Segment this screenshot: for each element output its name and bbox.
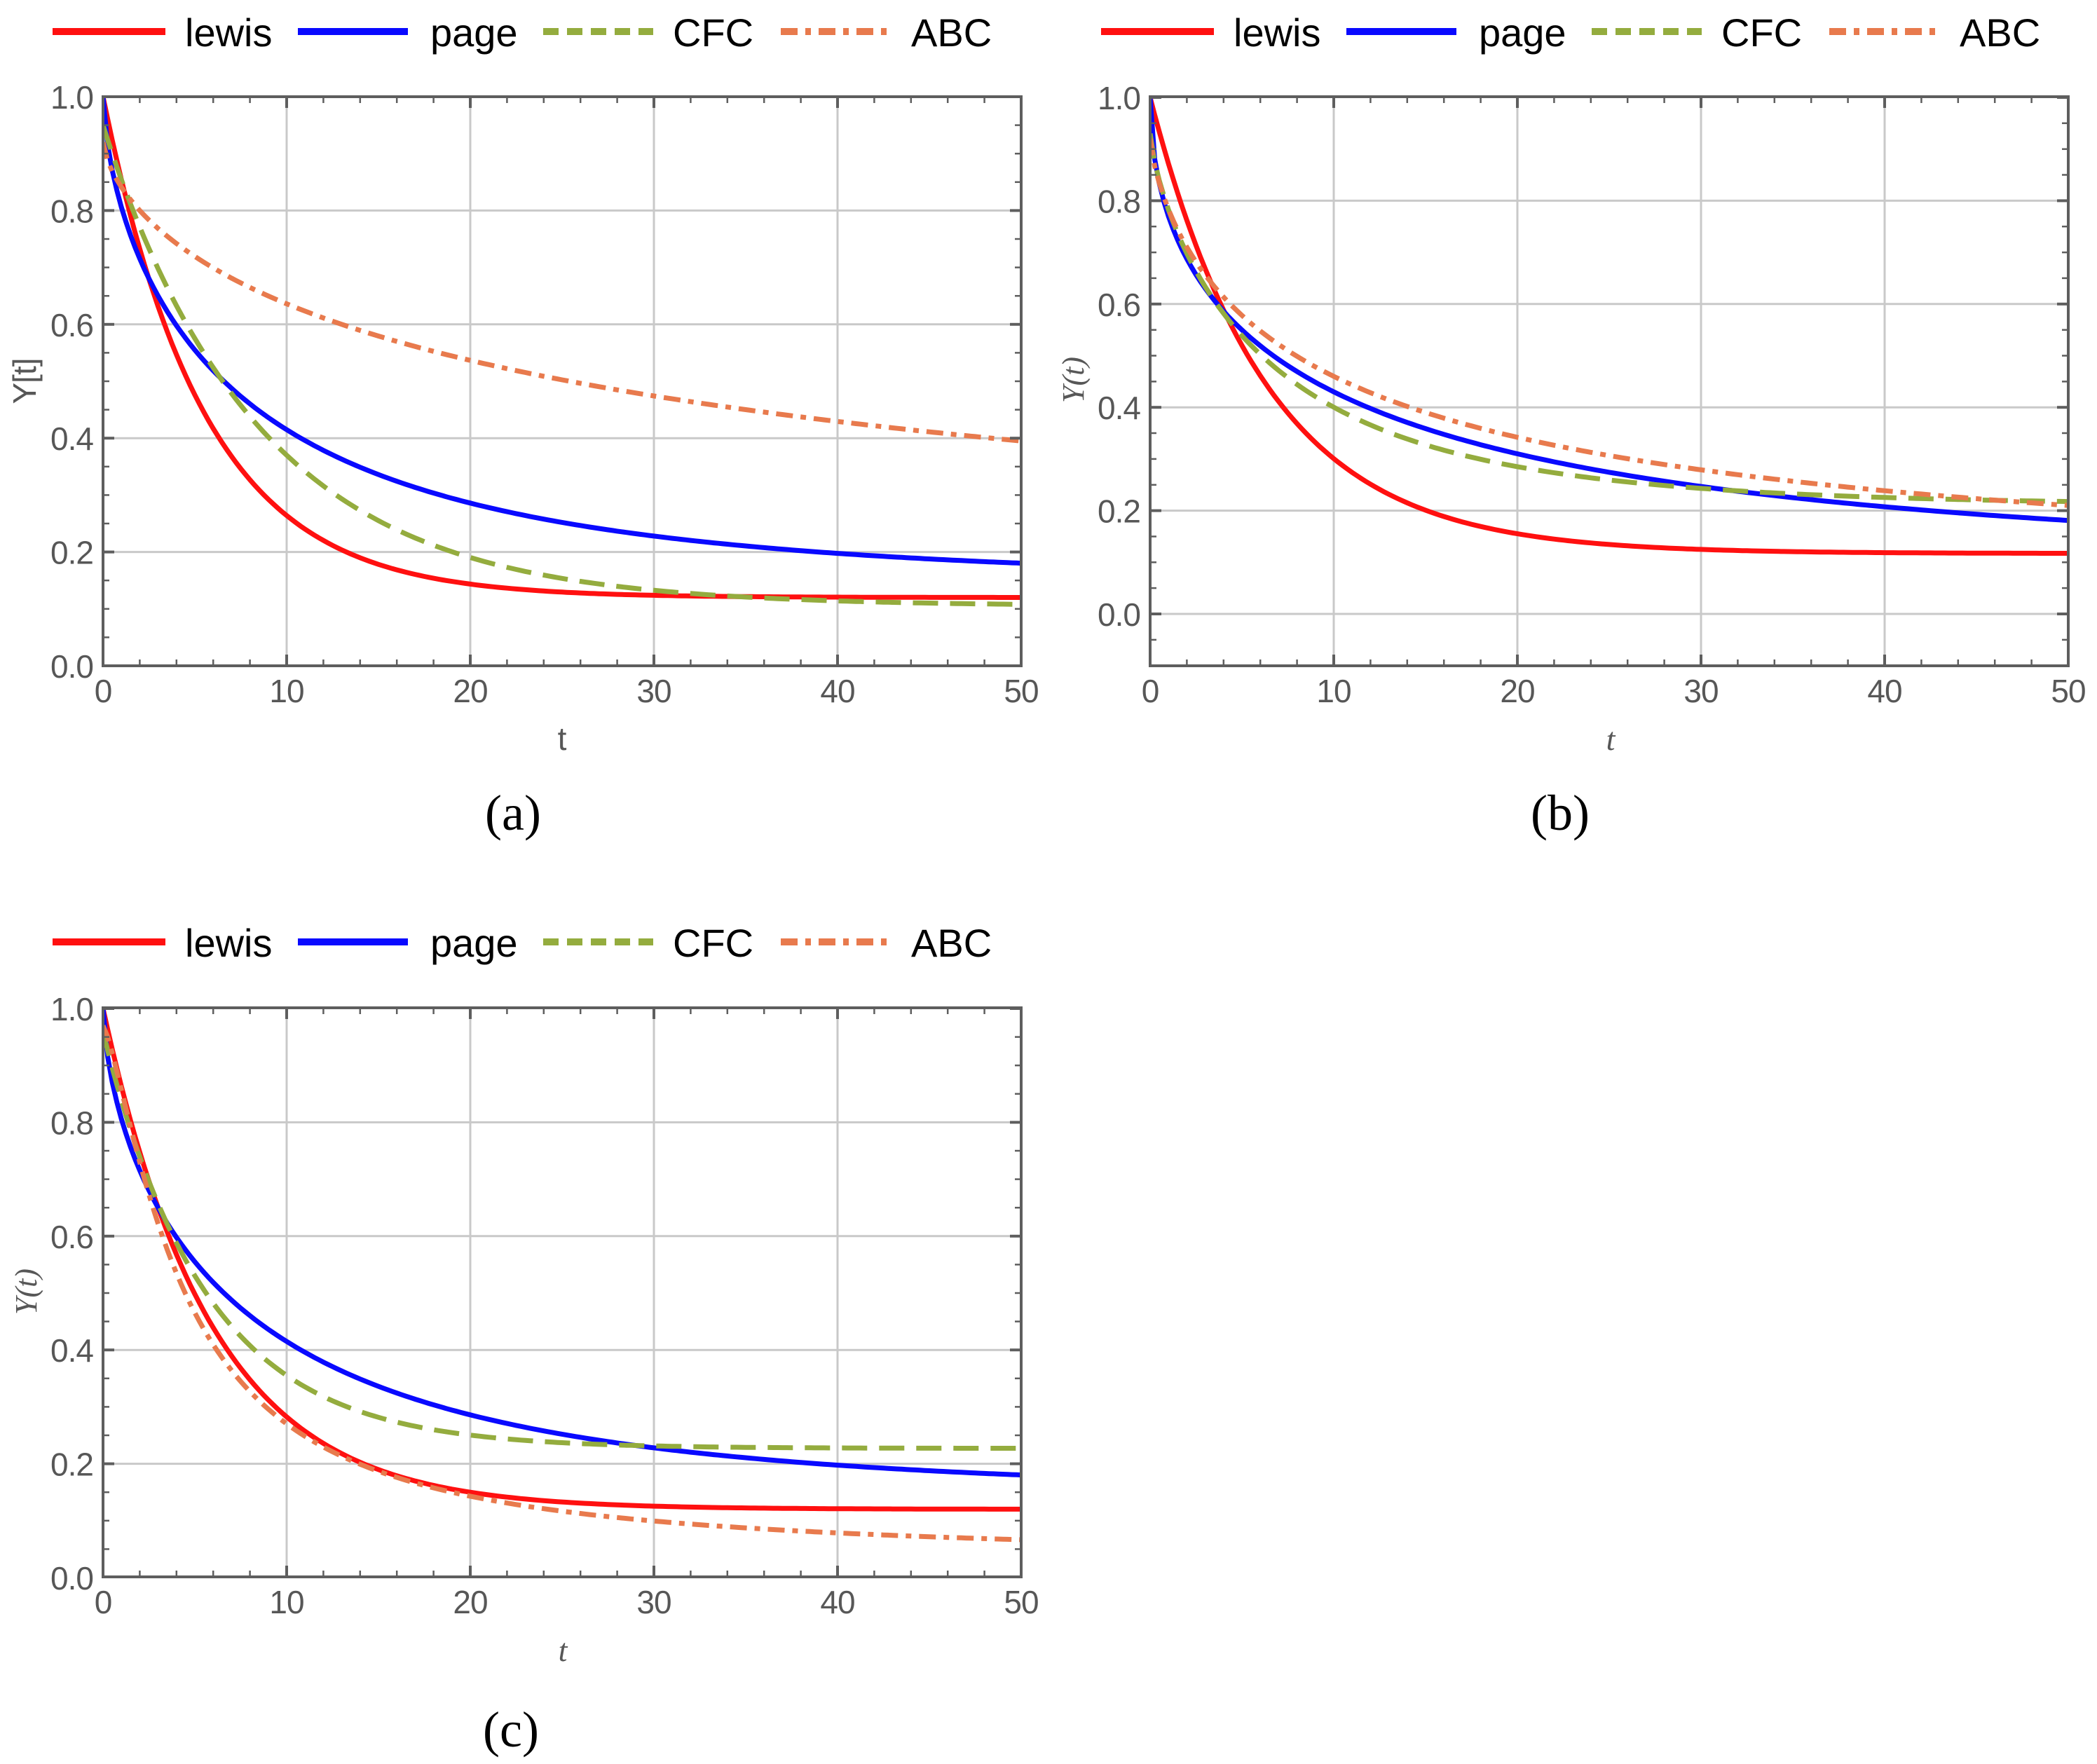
svg-text:(b): (b)	[1531, 785, 1590, 841]
svg-text:lewis: lewis	[185, 11, 272, 55]
svg-text:1.0: 1.0	[1098, 80, 1140, 116]
svg-text:CFC: CFC	[673, 11, 753, 55]
svg-text:0.0: 0.0	[50, 1560, 93, 1597]
svg-text:0.6: 0.6	[50, 307, 93, 343]
svg-text:Y(t): Y(t)	[9, 1269, 43, 1315]
svg-text:Y(t): Y(t)	[1056, 357, 1091, 403]
svg-text:20: 20	[453, 673, 487, 709]
svg-text:30: 30	[636, 673, 671, 709]
svg-text:ABC: ABC	[1960, 11, 2040, 55]
svg-text:0.2: 0.2	[1098, 493, 1140, 530]
svg-text:0.2: 0.2	[50, 535, 93, 571]
svg-text:50: 50	[1004, 673, 1038, 709]
svg-text:0.8: 0.8	[50, 1105, 93, 1141]
svg-text:(c): (c)	[483, 1702, 539, 1758]
svg-text:10: 10	[1316, 673, 1351, 709]
svg-text:50: 50	[2051, 673, 2085, 709]
svg-text:0.2: 0.2	[50, 1447, 93, 1483]
svg-text:40: 40	[820, 673, 854, 709]
svg-text:0: 0	[1142, 673, 1159, 709]
svg-text:30: 30	[1683, 673, 1718, 709]
svg-text:0.8: 0.8	[1098, 183, 1140, 219]
svg-text:1.0: 1.0	[50, 991, 93, 1027]
svg-text:lewis: lewis	[185, 921, 272, 965]
svg-text:0.4: 0.4	[50, 421, 93, 457]
svg-text:0.8: 0.8	[50, 193, 93, 229]
svg-text:page: page	[1479, 11, 1566, 55]
svg-text:0: 0	[95, 1584, 112, 1620]
svg-text:(a): (a)	[485, 785, 541, 841]
svg-text:0.6: 0.6	[50, 1219, 93, 1255]
svg-text:0.4: 0.4	[50, 1332, 93, 1369]
svg-text:0.0: 0.0	[1098, 596, 1140, 633]
svg-text:t: t	[558, 720, 567, 757]
svg-text:ABC: ABC	[911, 11, 992, 55]
svg-text:t: t	[1606, 721, 1616, 757]
svg-text:40: 40	[1867, 673, 1901, 709]
svg-text:lewis: lewis	[1234, 11, 1320, 55]
svg-text:20: 20	[1500, 673, 1534, 709]
svg-text:CFC: CFC	[1721, 11, 1802, 55]
svg-text:t: t	[559, 1632, 568, 1668]
svg-text:0.6: 0.6	[1098, 287, 1140, 323]
svg-text:10: 10	[269, 673, 303, 709]
svg-text:page: page	[430, 921, 518, 965]
svg-text:30: 30	[636, 1584, 671, 1620]
svg-text:CFC: CFC	[673, 921, 753, 965]
svg-text:page: page	[430, 11, 518, 55]
svg-text:0: 0	[95, 673, 112, 709]
svg-text:ABC: ABC	[911, 921, 992, 965]
svg-text:20: 20	[453, 1584, 487, 1620]
svg-text:0.0: 0.0	[50, 648, 93, 685]
svg-text:1.0: 1.0	[50, 79, 93, 116]
svg-text:40: 40	[820, 1584, 854, 1620]
svg-text:Y[t]: Y[t]	[6, 358, 43, 404]
svg-text:50: 50	[1004, 1584, 1038, 1620]
svg-text:0.4: 0.4	[1098, 390, 1140, 426]
svg-text:10: 10	[269, 1584, 303, 1620]
